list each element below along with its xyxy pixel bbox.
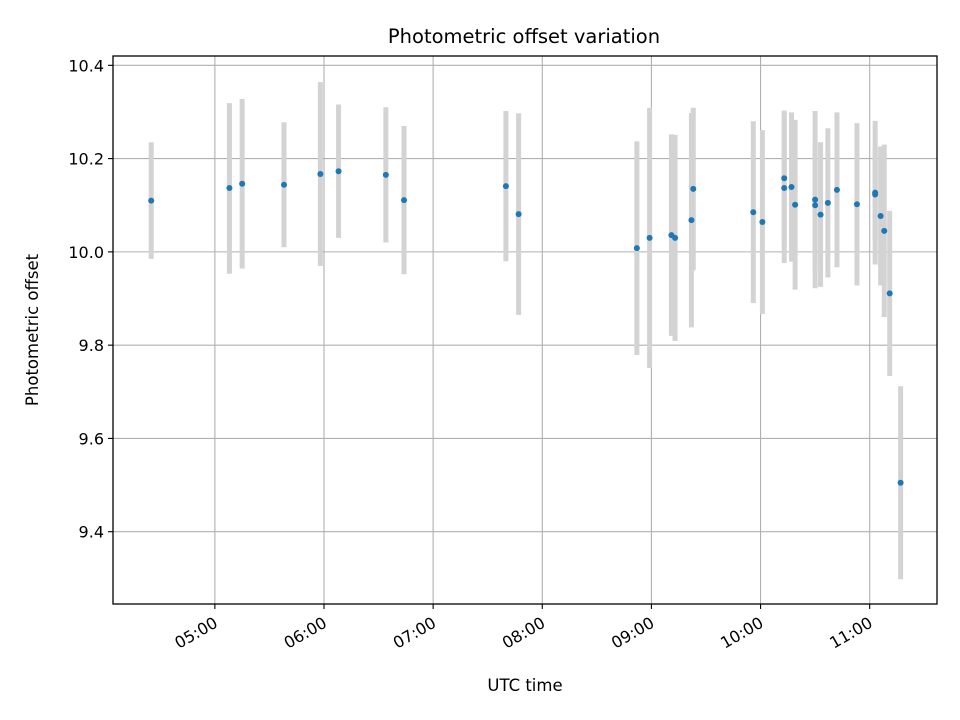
data-point — [759, 219, 766, 226]
data-point — [750, 209, 757, 216]
data-point — [382, 171, 389, 178]
data-point — [515, 211, 522, 218]
data-point — [833, 186, 840, 193]
y-tick-label: 10.2 — [68, 150, 104, 169]
data-points — [148, 168, 904, 486]
data-point — [824, 199, 831, 206]
y-tick-label: 10.4 — [68, 56, 104, 75]
data-point — [817, 211, 824, 218]
data-point — [781, 175, 788, 182]
data-point — [853, 201, 860, 208]
data-point — [897, 479, 904, 486]
data-point — [688, 217, 695, 224]
y-axis-label: Photometric offset — [23, 253, 42, 406]
data-point — [317, 170, 324, 177]
y-tick-label: 9.8 — [79, 336, 104, 355]
data-point — [502, 183, 509, 190]
data-point — [812, 196, 819, 203]
data-point — [226, 184, 233, 191]
chart-title: Photometric offset variation — [388, 25, 660, 48]
data-point — [872, 191, 879, 198]
data-point — [335, 168, 342, 175]
data-point — [633, 245, 640, 252]
x-axis-label: UTC time — [487, 676, 562, 695]
data-point — [280, 181, 287, 188]
data-point — [401, 197, 408, 204]
data-point — [812, 202, 819, 209]
data-point — [646, 234, 653, 241]
data-point — [792, 201, 799, 208]
y-tick-label: 9.6 — [79, 429, 104, 448]
data-point — [877, 212, 884, 219]
data-point — [148, 197, 155, 204]
y-axis-ticks: 9.4 9.6 9.8 10.0 10.2 10.4 — [68, 56, 113, 542]
plot-frame — [112, 55, 938, 605]
data-point — [788, 184, 795, 191]
data-point — [881, 227, 888, 234]
data-point — [886, 290, 893, 297]
y-tick-label: 9.4 — [79, 523, 104, 542]
data-point — [672, 234, 679, 241]
y-tick-label: 10.0 — [68, 243, 104, 262]
data-point — [781, 184, 788, 191]
data-point — [690, 185, 697, 192]
data-point — [239, 180, 246, 187]
